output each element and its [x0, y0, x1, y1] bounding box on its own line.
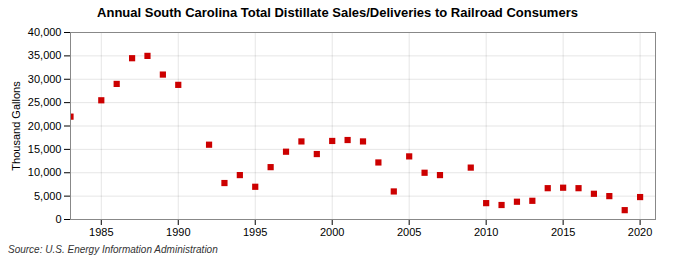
svg-text:2020: 2020	[628, 226, 652, 238]
svg-text:1990: 1990	[166, 226, 190, 238]
svg-text:2015: 2015	[551, 226, 575, 238]
svg-text:5,000: 5,000	[34, 190, 62, 202]
svg-text:0: 0	[55, 213, 61, 225]
svg-text:15,000: 15,000	[28, 143, 62, 155]
svg-text:25,000: 25,000	[28, 96, 62, 108]
svg-text:40,000: 40,000	[28, 26, 62, 38]
svg-text:Thousand Gallons: Thousand Gallons	[10, 81, 22, 171]
svg-text:20,000: 20,000	[28, 120, 62, 132]
svg-text:2005: 2005	[397, 226, 421, 238]
svg-text:2000: 2000	[320, 226, 344, 238]
svg-text:10,000: 10,000	[28, 166, 62, 178]
svg-text:30,000: 30,000	[28, 73, 62, 85]
svg-text:1995: 1995	[243, 226, 267, 238]
html-text:Source: U.S. Energy Informatio: Source: U.S. Energy Information Administ…	[8, 244, 218, 255]
svg-text:1985: 1985	[89, 226, 113, 238]
svg-text:35,000: 35,000	[28, 49, 62, 61]
html-text:Annual South Carolina Total Di: Annual South Carolina Total Distillate S…	[97, 5, 578, 20]
svg-text:2010: 2010	[474, 226, 498, 238]
